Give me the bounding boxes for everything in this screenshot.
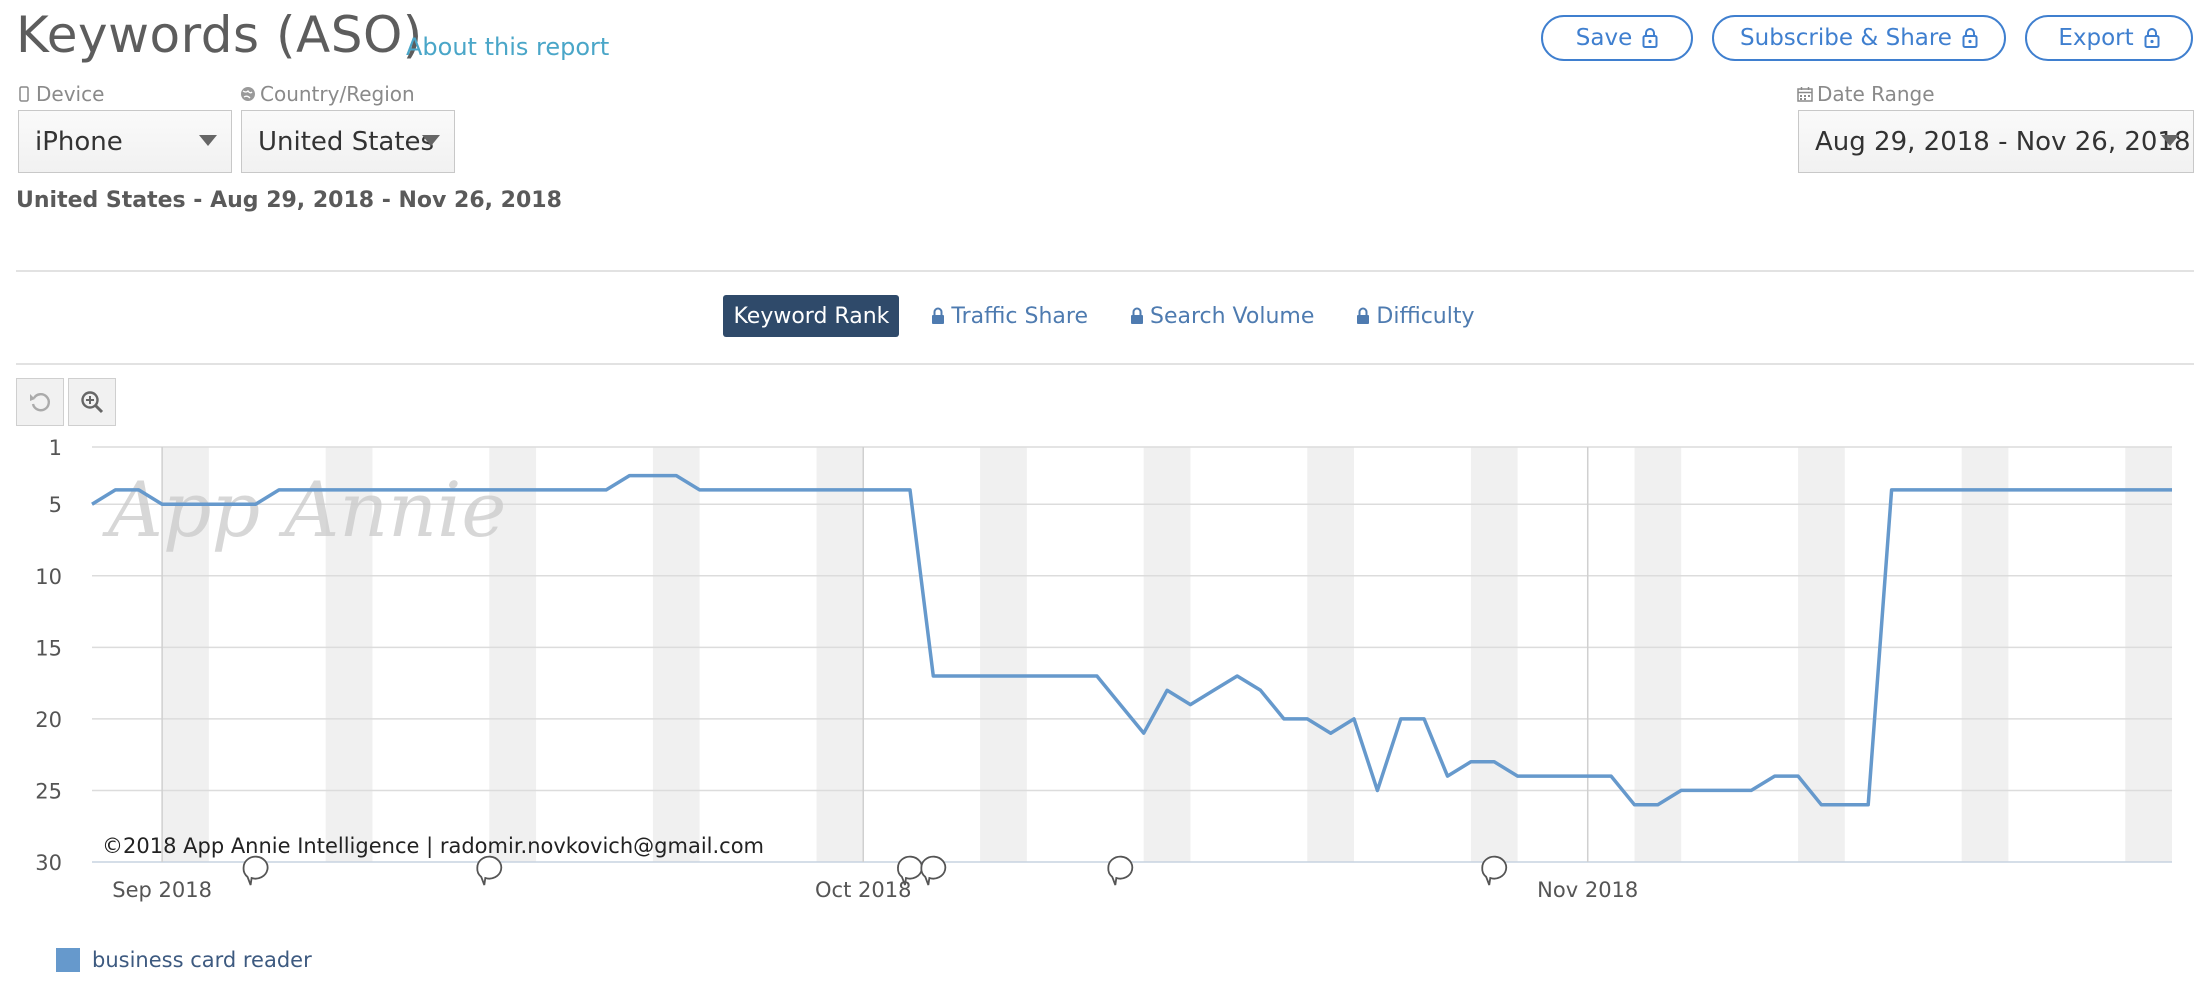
device-select[interactable]: iPhone (18, 110, 232, 173)
series-line (91, 473, 2172, 807)
date-range-label: Date Range (1797, 82, 1935, 106)
weekend-band (652, 447, 700, 862)
subscribe-share-label: Subscribe & Share (1740, 25, 1952, 51)
weekend-band (489, 447, 537, 862)
country-label: Country/Region (240, 82, 415, 106)
reset-zoom-icon (30, 393, 50, 412)
zoom-button[interactable] (68, 378, 116, 426)
weekend-band (162, 447, 209, 862)
weekend-band (1307, 447, 1355, 862)
copyright-text: ©2018 App Annie Intelligence | radomir.n… (102, 834, 764, 859)
y-tick-label: 10 (35, 565, 62, 589)
lock-icon (1642, 28, 1658, 48)
weekend-band (325, 447, 373, 862)
page-title: Keywords (ASO) (16, 6, 423, 64)
country-select[interactable]: United States (241, 110, 455, 173)
globe-icon (241, 87, 255, 101)
export-button[interactable]: Export (2025, 15, 2193, 61)
device-select-value: iPhone (35, 126, 123, 157)
calendar-icon (1797, 87, 1813, 102)
x-tick-label: Sep 2018 (112, 878, 212, 902)
speech-bubble-icon (920, 855, 947, 886)
tab-difficulty[interactable]: Difficulty (1346, 295, 1484, 337)
phone-icon (19, 86, 29, 102)
save-button[interactable]: Save (1541, 15, 1693, 61)
lock-icon (1962, 28, 1978, 48)
tab-traffic-share-label: Traffic Share (951, 303, 1088, 329)
tab-keyword-rank-label: Keyword Rank (733, 303, 890, 329)
x-tick-label: Nov 2018 (1537, 878, 1638, 902)
speech-bubble-icon (1481, 855, 1508, 886)
weekend-band (1143, 447, 1191, 862)
weekend-band (980, 447, 1027, 862)
zoom-in-icon (81, 391, 104, 414)
chevron-down-icon (199, 135, 217, 146)
lock-icon (1357, 307, 1370, 324)
lock-icon (932, 307, 945, 324)
tab-traffic-share[interactable]: Traffic Share (921, 295, 1098, 337)
y-tick-label: 25 (35, 779, 62, 803)
y-tick-label: 5 (49, 493, 62, 517)
metric-tabs: Keyword Rank Traffic Share Search Volume… (0, 295, 2208, 337)
speech-bubble-icon (242, 855, 269, 886)
export-button-label: Export (2058, 25, 2134, 51)
lock-icon (2144, 28, 2160, 48)
tab-search-volume[interactable]: Search Volume (1120, 295, 1324, 337)
reset-zoom-button[interactable] (16, 378, 64, 426)
chevron-down-icon (2161, 135, 2179, 146)
y-tick-label: 30 (35, 851, 62, 875)
about-report-link[interactable]: About this report (406, 33, 610, 61)
tab-keyword-rank[interactable]: Keyword Rank (723, 295, 900, 337)
tab-difficulty-label: Difficulty (1376, 303, 1475, 329)
weekend-band (816, 447, 864, 862)
weekend-band (1470, 447, 1518, 862)
speech-bubble-icon (1107, 855, 1134, 886)
y-tick-label: 1 (49, 436, 62, 460)
date-range-value: Aug 29, 2018 - Nov 26, 2018 (1815, 126, 2191, 157)
watermark: App Annie (102, 465, 506, 554)
legend-swatch (56, 948, 80, 972)
legend-item[interactable]: business card reader (56, 948, 312, 972)
date-range-select[interactable]: Aug 29, 2018 - Nov 26, 2018 (1798, 110, 2194, 173)
country-label-text: Country/Region (260, 82, 415, 106)
tab-search-volume-label: Search Volume (1149, 303, 1315, 329)
subscribe-share-button[interactable]: Subscribe & Share (1712, 15, 2006, 61)
weekend-band (2125, 447, 2172, 862)
device-label-text: Device (36, 82, 105, 106)
weekend-band (1798, 447, 1845, 862)
save-button-label: Save (1575, 25, 1633, 51)
date-range-label-text: Date Range (1817, 82, 1935, 106)
report-subtitle: United States - Aug 29, 2018 - Nov 26, 2… (16, 188, 562, 213)
x-tick-label: Oct 2018 (815, 878, 911, 902)
device-label: Device (16, 82, 104, 106)
chevron-down-icon (422, 135, 440, 146)
tabs-divider (16, 363, 2194, 365)
legend-label: business card reader (92, 948, 312, 972)
y-tick-label: 15 (35, 636, 62, 660)
y-tick-label: 20 (35, 708, 62, 732)
lock-icon (1130, 307, 1143, 324)
weekend-band (1961, 447, 2009, 862)
speech-bubble-icon (476, 855, 503, 886)
weekend-band (1634, 447, 1682, 862)
header-divider (16, 270, 2194, 272)
country-select-value: United States (258, 126, 435, 157)
